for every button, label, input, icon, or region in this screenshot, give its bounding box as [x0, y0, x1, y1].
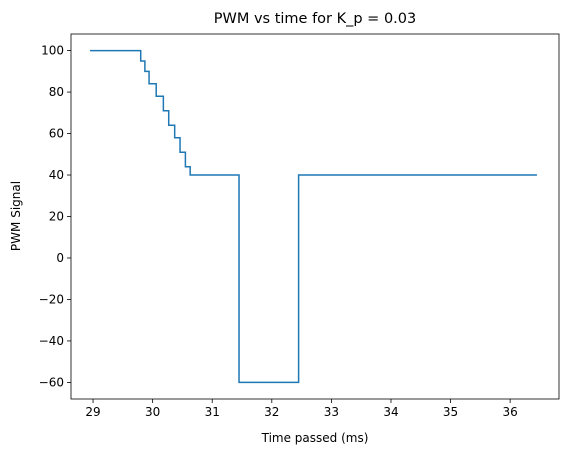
plot-line-layer: [90, 49, 537, 384]
x-axis-label: Time passed (ms): [261, 431, 369, 445]
x-tick-label: 35: [443, 405, 458, 419]
y-tick-label: −20: [39, 292, 64, 306]
y-tick-label: 60: [49, 127, 64, 141]
y-tick-label: 20: [49, 210, 64, 224]
x-tick-label: 33: [324, 405, 339, 419]
series-line: [90, 49, 537, 384]
y-tick-label: 100: [41, 44, 64, 58]
y-tick-label: −60: [39, 375, 64, 389]
y-tick-label: 40: [49, 168, 64, 182]
x-tick-label: 36: [502, 405, 517, 419]
y-tick-label: 0: [56, 251, 64, 265]
chart-title: PWM vs time for K_p = 0.03: [214, 11, 416, 27]
y-tick-label: 80: [49, 85, 64, 99]
x-axis-ticks: 29 30 31 32 33 34 35 36: [85, 399, 518, 419]
plot-frame: [70, 33, 560, 400]
x-tick-label: 34: [383, 405, 398, 419]
x-tick-label: 29: [85, 405, 100, 419]
y-tick-label: −40: [39, 334, 64, 348]
x-tick-label: 30: [145, 405, 160, 419]
x-tick-label: 32: [264, 405, 279, 419]
y-axis-label: PWM Signal: [9, 181, 23, 251]
y-axis-ticks: −60 −40 −20 0 20 40 60 80 100: [39, 44, 71, 389]
x-tick-label: 31: [205, 405, 220, 419]
